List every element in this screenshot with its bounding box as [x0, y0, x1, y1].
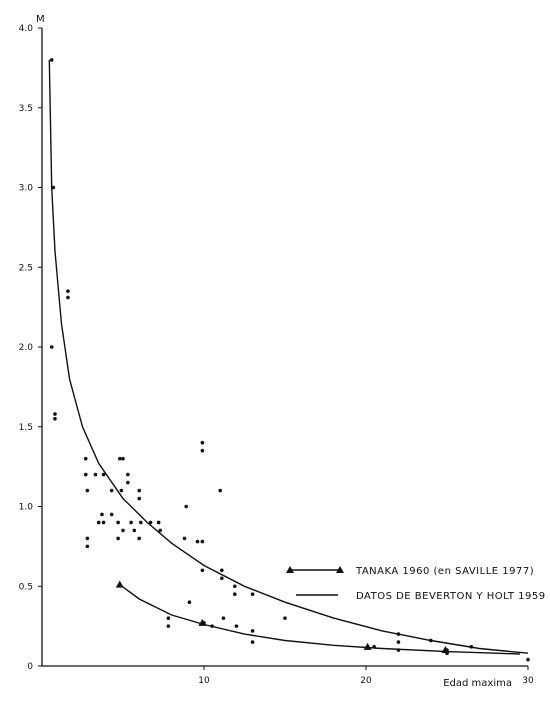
legend-item-tanaka: TANAKA 1960 (en SAVILLE 1977)	[286, 566, 534, 577]
data-point	[250, 592, 255, 597]
y-tick-label: 0.5	[19, 582, 33, 592]
triangle-marker	[363, 642, 372, 650]
triangle-marker	[441, 646, 450, 654]
data-point	[51, 185, 56, 190]
data-point	[129, 520, 133, 525]
data-point	[116, 536, 120, 541]
y-tick-label: 3.5	[19, 104, 33, 114]
beverton-fit-curve	[48, 59, 529, 654]
data-point	[526, 657, 530, 662]
data-point	[126, 480, 130, 485]
data-point	[101, 520, 106, 525]
data-point	[85, 488, 90, 493]
data-point	[220, 576, 224, 581]
data-point	[156, 520, 161, 525]
data-point	[182, 536, 187, 541]
data-point	[119, 488, 124, 493]
data-point	[83, 456, 88, 461]
data-point	[137, 536, 141, 541]
data-point	[126, 472, 130, 477]
triangle-marker	[115, 580, 124, 588]
y-tick-label: 4.0	[19, 24, 34, 34]
data-point	[109, 488, 114, 493]
data-point	[221, 616, 226, 620]
data-point	[137, 496, 141, 501]
x-tick-label: 30	[522, 676, 534, 686]
data-point	[372, 645, 376, 649]
data-point	[116, 520, 120, 525]
tanaka-markers	[115, 580, 450, 654]
data-point	[396, 648, 401, 652]
data-point	[121, 528, 125, 533]
data-point	[166, 616, 171, 620]
x-ticks: 10 20 30	[198, 666, 534, 686]
data-point	[139, 520, 143, 525]
data-point	[85, 544, 90, 549]
data-point	[66, 289, 70, 293]
data-point	[53, 416, 57, 421]
y-tick-label: 3.0	[19, 184, 34, 194]
curves	[48, 59, 529, 655]
data-point	[66, 295, 70, 300]
data-point	[283, 616, 287, 620]
legend: TANAKA 1960 (en SAVILLE 1977) DATOS DE B…	[286, 566, 546, 602]
triangle-marker	[198, 618, 207, 626]
data-point	[200, 448, 205, 453]
data-point	[148, 520, 153, 525]
tanaka-curve	[119, 584, 520, 655]
data-point	[232, 592, 237, 597]
data-point	[218, 488, 222, 493]
data-point	[232, 584, 237, 589]
data-point	[158, 528, 163, 533]
data-point	[200, 440, 205, 445]
data-point	[49, 345, 54, 349]
legend-label-beverton: DATOS DE BEVERTON Y HOLT 1959	[356, 591, 546, 602]
legend-triangle-icon	[336, 566, 344, 573]
data-point	[121, 456, 125, 461]
data-point	[234, 624, 239, 628]
data-point	[187, 600, 192, 604]
data-point	[166, 624, 171, 628]
data-point	[429, 638, 433, 643]
data-point	[195, 539, 200, 544]
data-point	[83, 472, 88, 477]
data-point	[469, 645, 474, 649]
data-point	[137, 488, 141, 493]
x-tick-label: 20	[360, 676, 372, 686]
data-point	[100, 512, 104, 517]
data-point	[132, 528, 137, 533]
data-point	[396, 632, 401, 636]
y-tick-label: 1.0	[19, 503, 34, 513]
y-tick-label: 1.5	[19, 423, 33, 433]
y-axis-title: M	[36, 14, 45, 25]
legend-label-tanaka: TANAKA 1960 (en SAVILLE 1977)	[355, 566, 534, 577]
data-point	[210, 624, 214, 628]
data-point	[396, 640, 401, 644]
data-point	[250, 629, 255, 633]
data-point	[85, 536, 90, 541]
data-point	[109, 512, 114, 517]
data-point	[200, 568, 205, 573]
data-point	[93, 472, 98, 477]
y-tick-label: 2.5	[19, 263, 33, 273]
y-ticks: 0 0.5 1.0 1.5 2.0 2.5 3.0 3.5 4.0	[19, 24, 42, 672]
data-point	[250, 640, 255, 644]
y-tick-label: 0	[27, 662, 33, 672]
data-point	[53, 412, 57, 416]
data-point	[117, 456, 122, 461]
data-point	[101, 472, 106, 477]
x-axis-title: Edad maxima	[443, 678, 512, 689]
y-tick-label: 2.0	[19, 343, 34, 353]
data-point	[96, 520, 101, 525]
data-point	[220, 568, 224, 573]
data-point	[200, 539, 205, 544]
data-point	[49, 58, 54, 62]
legend-item-beverton: DATOS DE BEVERTON Y HOLT 1959	[296, 591, 546, 602]
x-tick-label: 10	[198, 676, 210, 686]
data-point	[184, 504, 188, 509]
